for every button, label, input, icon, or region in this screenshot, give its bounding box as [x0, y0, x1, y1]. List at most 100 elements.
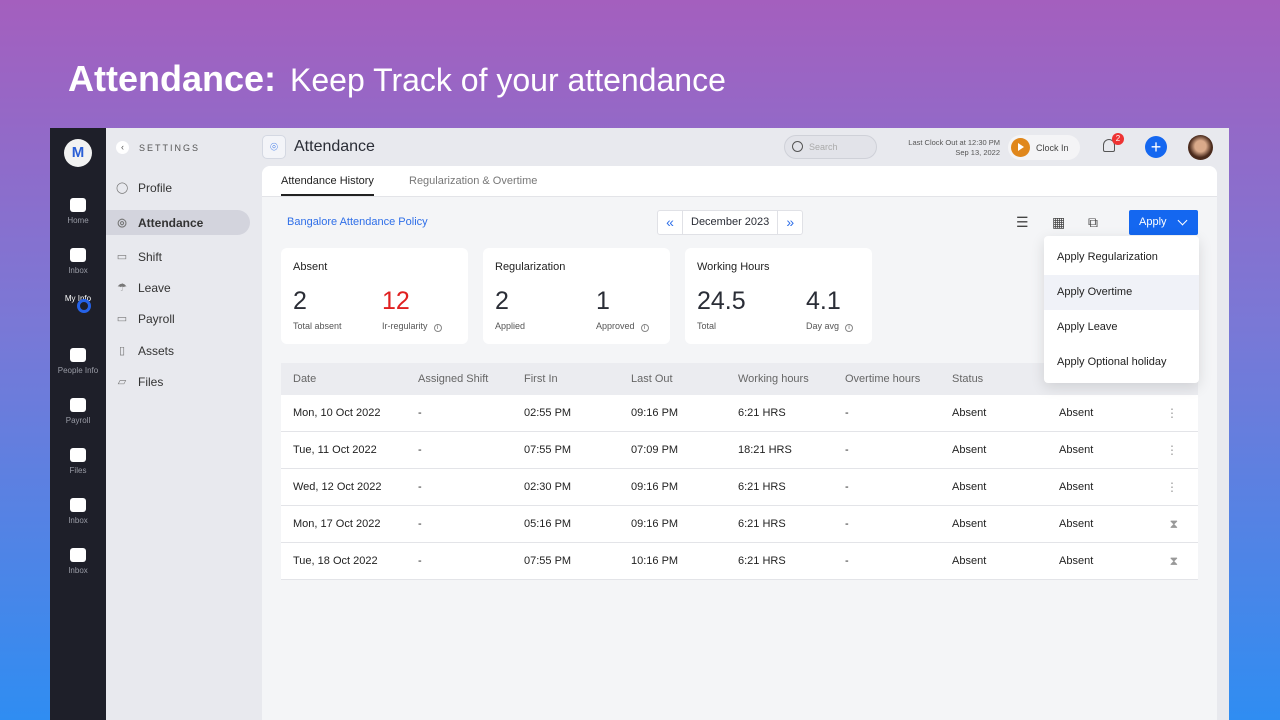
- settings-heading: SETTINGS: [139, 142, 201, 153]
- column-header[interactable]: Date: [293, 373, 317, 385]
- column-header[interactable]: Working hours: [738, 373, 809, 385]
- table-cell: 10:16 PM: [631, 555, 679, 567]
- settings-item-files[interactable]: ▱ Files: [106, 369, 250, 394]
- month-picker: « December 2023 »: [657, 210, 804, 235]
- chart-icon: [70, 498, 86, 512]
- more-options-icon[interactable]: ⋮: [1166, 406, 1178, 420]
- list-view-icon[interactable]: ☰: [1016, 214, 1029, 230]
- column-header[interactable]: First In: [524, 373, 558, 385]
- stat-card-working-hours: Working Hours 24.5 4.1 Total Day avg i: [685, 248, 872, 344]
- column-header[interactable]: Assigned Shift: [418, 373, 489, 385]
- stat-label: Day avg i: [806, 321, 854, 332]
- table-cell: Mon, 10 Oct 2022: [293, 407, 381, 419]
- people-icon: [70, 348, 86, 362]
- avatar[interactable]: [1188, 135, 1213, 160]
- menu-item-apply-regularization[interactable]: Apply Regularization: [1057, 251, 1158, 263]
- settings-item-label: Leave: [138, 280, 171, 295]
- more-options-icon[interactable]: ⋮: [1166, 443, 1178, 457]
- card-icon: ▭: [116, 313, 128, 325]
- table-cell: 6:21 HRS: [738, 407, 786, 419]
- stat-label-text: Day avg: [806, 321, 840, 331]
- clock-in-label: Clock In: [1036, 142, 1069, 153]
- settings-item-label: Profile: [138, 180, 173, 195]
- table-row[interactable]: Mon, 17 Oct 2022 - 05:16 PM 09:16 PM 6:21 HR…: [281, 506, 1198, 543]
- menu-item-apply-optional-holiday[interactable]: Apply Optional holiday: [1057, 356, 1167, 368]
- hourglass-icon[interactable]: ⧗: [1169, 516, 1178, 531]
- person-icon: ◯: [116, 182, 129, 194]
- more-options-icon[interactable]: ⋮: [1166, 480, 1178, 494]
- settings-item-shift[interactable]: ▭ Shift: [106, 244, 250, 269]
- external-link-icon[interactable]: ⧉: [1088, 214, 1098, 230]
- settings-item-payroll[interactable]: ▭ Payroll: [106, 306, 250, 331]
- rail-item-payroll[interactable]: Payroll: [50, 398, 106, 425]
- payroll-icon: [70, 398, 86, 412]
- bell-icon[interactable]: [1103, 139, 1115, 152]
- table-cell: Absent: [1059, 481, 1094, 493]
- stat-value: 12: [382, 287, 410, 315]
- column-header[interactable]: Status: [952, 373, 984, 385]
- search-input[interactable]: Search: [784, 135, 877, 159]
- rail-item-home[interactable]: Home: [50, 198, 106, 225]
- stat-value: 4.1: [806, 287, 841, 315]
- column-header[interactable]: Last Out: [631, 373, 673, 385]
- info-icon[interactable]: i: [433, 324, 442, 332]
- stat-label: Ir-regularity i: [382, 321, 442, 332]
- clock-in-button[interactable]: Clock In: [1008, 135, 1080, 160]
- prev-month-icon[interactable]: «: [666, 214, 674, 230]
- last-clock-text: Last Clock Out at 12:30 PM: [908, 138, 1000, 147]
- settings-item-label: Payroll: [138, 311, 175, 326]
- settings-item-label: Shift: [138, 249, 163, 264]
- table-cell: Absent: [952, 444, 987, 456]
- policy-link[interactable]: Bangalore Attendance Policy: [287, 216, 428, 228]
- stat-label: Applied: [495, 321, 525, 331]
- table-cell: -: [845, 444, 849, 456]
- menu-item-apply-leave[interactable]: Apply Leave: [1057, 321, 1118, 333]
- shift-icon: ▭: [116, 251, 128, 263]
- stat-value: 24.5: [697, 287, 746, 315]
- apply-button[interactable]: Apply: [1129, 210, 1198, 235]
- table-row[interactable]: Mon, 10 Oct 2022 - 02:55 PM 09:16 PM 6:21 HR…: [281, 395, 1198, 432]
- settings-item-leave[interactable]: ☂ Leave: [106, 275, 250, 300]
- calendar-icon[interactable]: ▦: [1052, 214, 1066, 230]
- table-cell: 05:16 PM: [524, 518, 572, 530]
- settings-item-assets[interactable]: ▯ Assets: [106, 338, 250, 363]
- table-cell: -: [418, 555, 422, 567]
- rail-item-people-info[interactable]: People Info: [50, 348, 106, 375]
- info-icon[interactable]: i: [845, 324, 854, 332]
- next-month-icon[interactable]: »: [786, 214, 795, 230]
- folder-icon: [70, 448, 86, 462]
- table-cell: 6:21 HRS: [738, 555, 786, 567]
- stat-title: Working Hours: [697, 261, 770, 273]
- add-button[interactable]: +: [1145, 136, 1167, 158]
- rail-item-label: Inbox: [68, 266, 88, 275]
- rail-item-my-info[interactable]: My Info: [50, 294, 106, 313]
- table-cell: -: [418, 518, 422, 530]
- rail-item-label: Files: [69, 466, 87, 475]
- app-logo: M: [64, 139, 92, 167]
- back-icon[interactable]: ‹: [116, 141, 129, 154]
- settings-item-label: Files: [138, 374, 164, 389]
- stat-title: Absent: [293, 261, 328, 273]
- settings-item-profile[interactable]: ◯ Profile: [106, 175, 250, 200]
- info-icon[interactable]: i: [640, 324, 649, 332]
- tab-regularization-overtime[interactable]: Regularization & Overtime: [409, 175, 538, 187]
- stat-label: Approved i: [596, 321, 649, 332]
- table-row[interactable]: Tue, 11 Oct 2022 - 07:55 PM 07:09 PM 18:21 H…: [281, 432, 1198, 469]
- table-cell: Absent: [1059, 407, 1094, 419]
- column-header[interactable]: Overtime hours: [845, 373, 921, 385]
- rail-item-inbox[interactable]: Inbox: [50, 498, 106, 525]
- table-row[interactable]: Wed, 12 Oct 2022 - 02:30 PM 09:16 PM 6:21 HR…: [281, 469, 1198, 506]
- table-cell: -: [418, 407, 422, 419]
- menu-item-apply-overtime[interactable]: Apply Overtime: [1044, 275, 1199, 310]
- stat-label: Total absent: [293, 321, 342, 331]
- rail-item-files[interactable]: Files: [50, 448, 106, 475]
- settings-item-attendance[interactable]: ◎ Attendance: [106, 210, 250, 235]
- settings-item-label: Attendance: [138, 215, 204, 230]
- rail-item-inbox[interactable]: Inbox: [50, 248, 106, 275]
- hourglass-icon[interactable]: ⧗: [1169, 553, 1178, 568]
- app-window: M Home Inbox My Info People Info Payroll File…: [50, 128, 1229, 720]
- rail-item-inbox[interactable]: Inbox: [50, 548, 106, 575]
- stat-label-text: Applied: [495, 321, 526, 331]
- table-row[interactable]: Tue, 18 Oct 2022 - 07:55 PM 10:16 PM 6:21 HR…: [281, 543, 1198, 580]
- tab-attendance-history[interactable]: Attendance History: [281, 175, 374, 196]
